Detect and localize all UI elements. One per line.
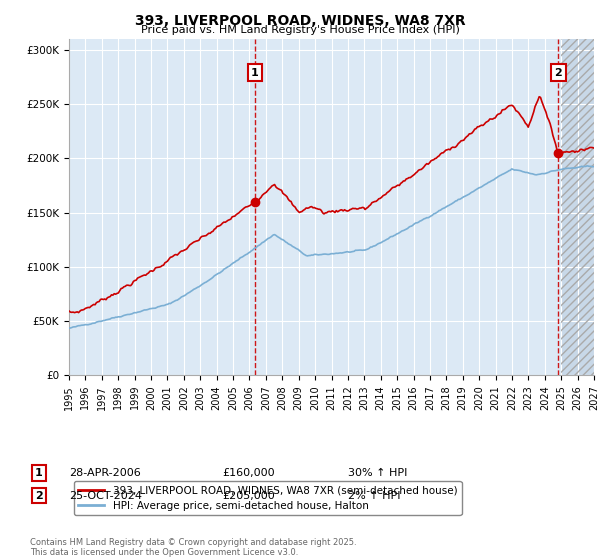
Text: Contains HM Land Registry data © Crown copyright and database right 2025.
This d: Contains HM Land Registry data © Crown c… <box>30 538 356 557</box>
Text: £160,000: £160,000 <box>222 468 275 478</box>
Legend: 393, LIVERPOOL ROAD, WIDNES, WA8 7XR (semi-detached house), HPI: Average price, : 393, LIVERPOOL ROAD, WIDNES, WA8 7XR (se… <box>74 481 461 515</box>
Text: 1: 1 <box>35 468 43 478</box>
Bar <box>561 39 594 375</box>
Bar <box>561 39 594 375</box>
Text: 1: 1 <box>251 68 259 78</box>
Text: 30% ↑ HPI: 30% ↑ HPI <box>348 468 407 478</box>
Text: Price paid vs. HM Land Registry's House Price Index (HPI): Price paid vs. HM Land Registry's House … <box>140 25 460 35</box>
Text: 393, LIVERPOOL ROAD, WIDNES, WA8 7XR: 393, LIVERPOOL ROAD, WIDNES, WA8 7XR <box>134 14 466 28</box>
Text: 28-APR-2006: 28-APR-2006 <box>69 468 141 478</box>
Text: 2: 2 <box>554 68 562 78</box>
Text: £205,000: £205,000 <box>222 491 275 501</box>
Text: 2: 2 <box>35 491 43 501</box>
Text: 2% ↑ HPI: 2% ↑ HPI <box>348 491 401 501</box>
Text: 25-OCT-2024: 25-OCT-2024 <box>69 491 142 501</box>
